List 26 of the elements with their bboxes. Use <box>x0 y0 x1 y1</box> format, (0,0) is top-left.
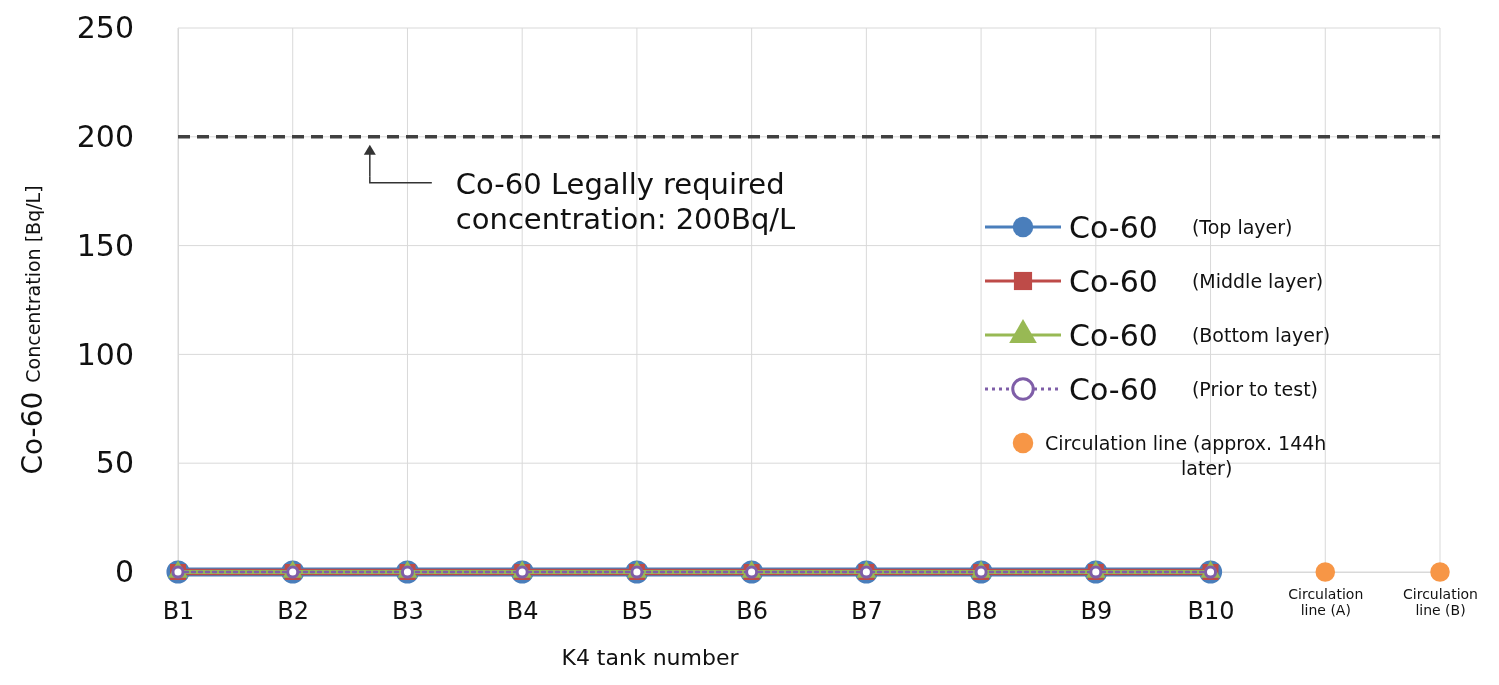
x-tick-label: Circulation line (A) <box>1288 586 1364 619</box>
x-tick-label: B5 <box>621 597 654 626</box>
x-tick-label: B6 <box>736 597 768 626</box>
x-tick-label: B10 <box>1187 597 1235 626</box>
legend-label: Circulation line (approx. 144h later) <box>1045 432 1327 479</box>
legend-label: Co-60 (Middle layer) <box>1069 264 1324 299</box>
y-tick-label: 250 <box>76 10 134 46</box>
legend-label: Co-60 (Top layer) <box>1069 210 1293 245</box>
legend-label: Co-60 (Bottom layer) <box>1069 318 1331 353</box>
legend-label: Co-60 Legally required concentration: 200Bq/L <box>455 166 796 236</box>
y-tick-label: 150 <box>76 227 134 263</box>
x-tick-label: B3 <box>392 597 424 626</box>
x-tick-label: B4 <box>506 597 539 626</box>
y-tick-label: 0 <box>114 554 134 590</box>
y-tick-label: 50 <box>95 445 134 481</box>
x-tick-label: B2 <box>277 597 310 626</box>
x-tick-label: B1 <box>162 597 195 626</box>
x-tick-label: Circulation line (B) <box>1403 586 1478 619</box>
y-tick-label: 100 <box>76 336 134 372</box>
x-tick-label: B9 <box>1080 597 1113 626</box>
y-tick-label: 200 <box>76 118 134 154</box>
x-axis-title: K4 tank number <box>561 645 740 670</box>
y-axis-title: Co-60 Concentration [Bq/L] <box>16 185 49 475</box>
x-tick-label: B7 <box>851 597 883 626</box>
legend-label: Co-60 (Prior to test) <box>1069 372 1319 407</box>
x-tick-label: B8 <box>965 597 998 626</box>
